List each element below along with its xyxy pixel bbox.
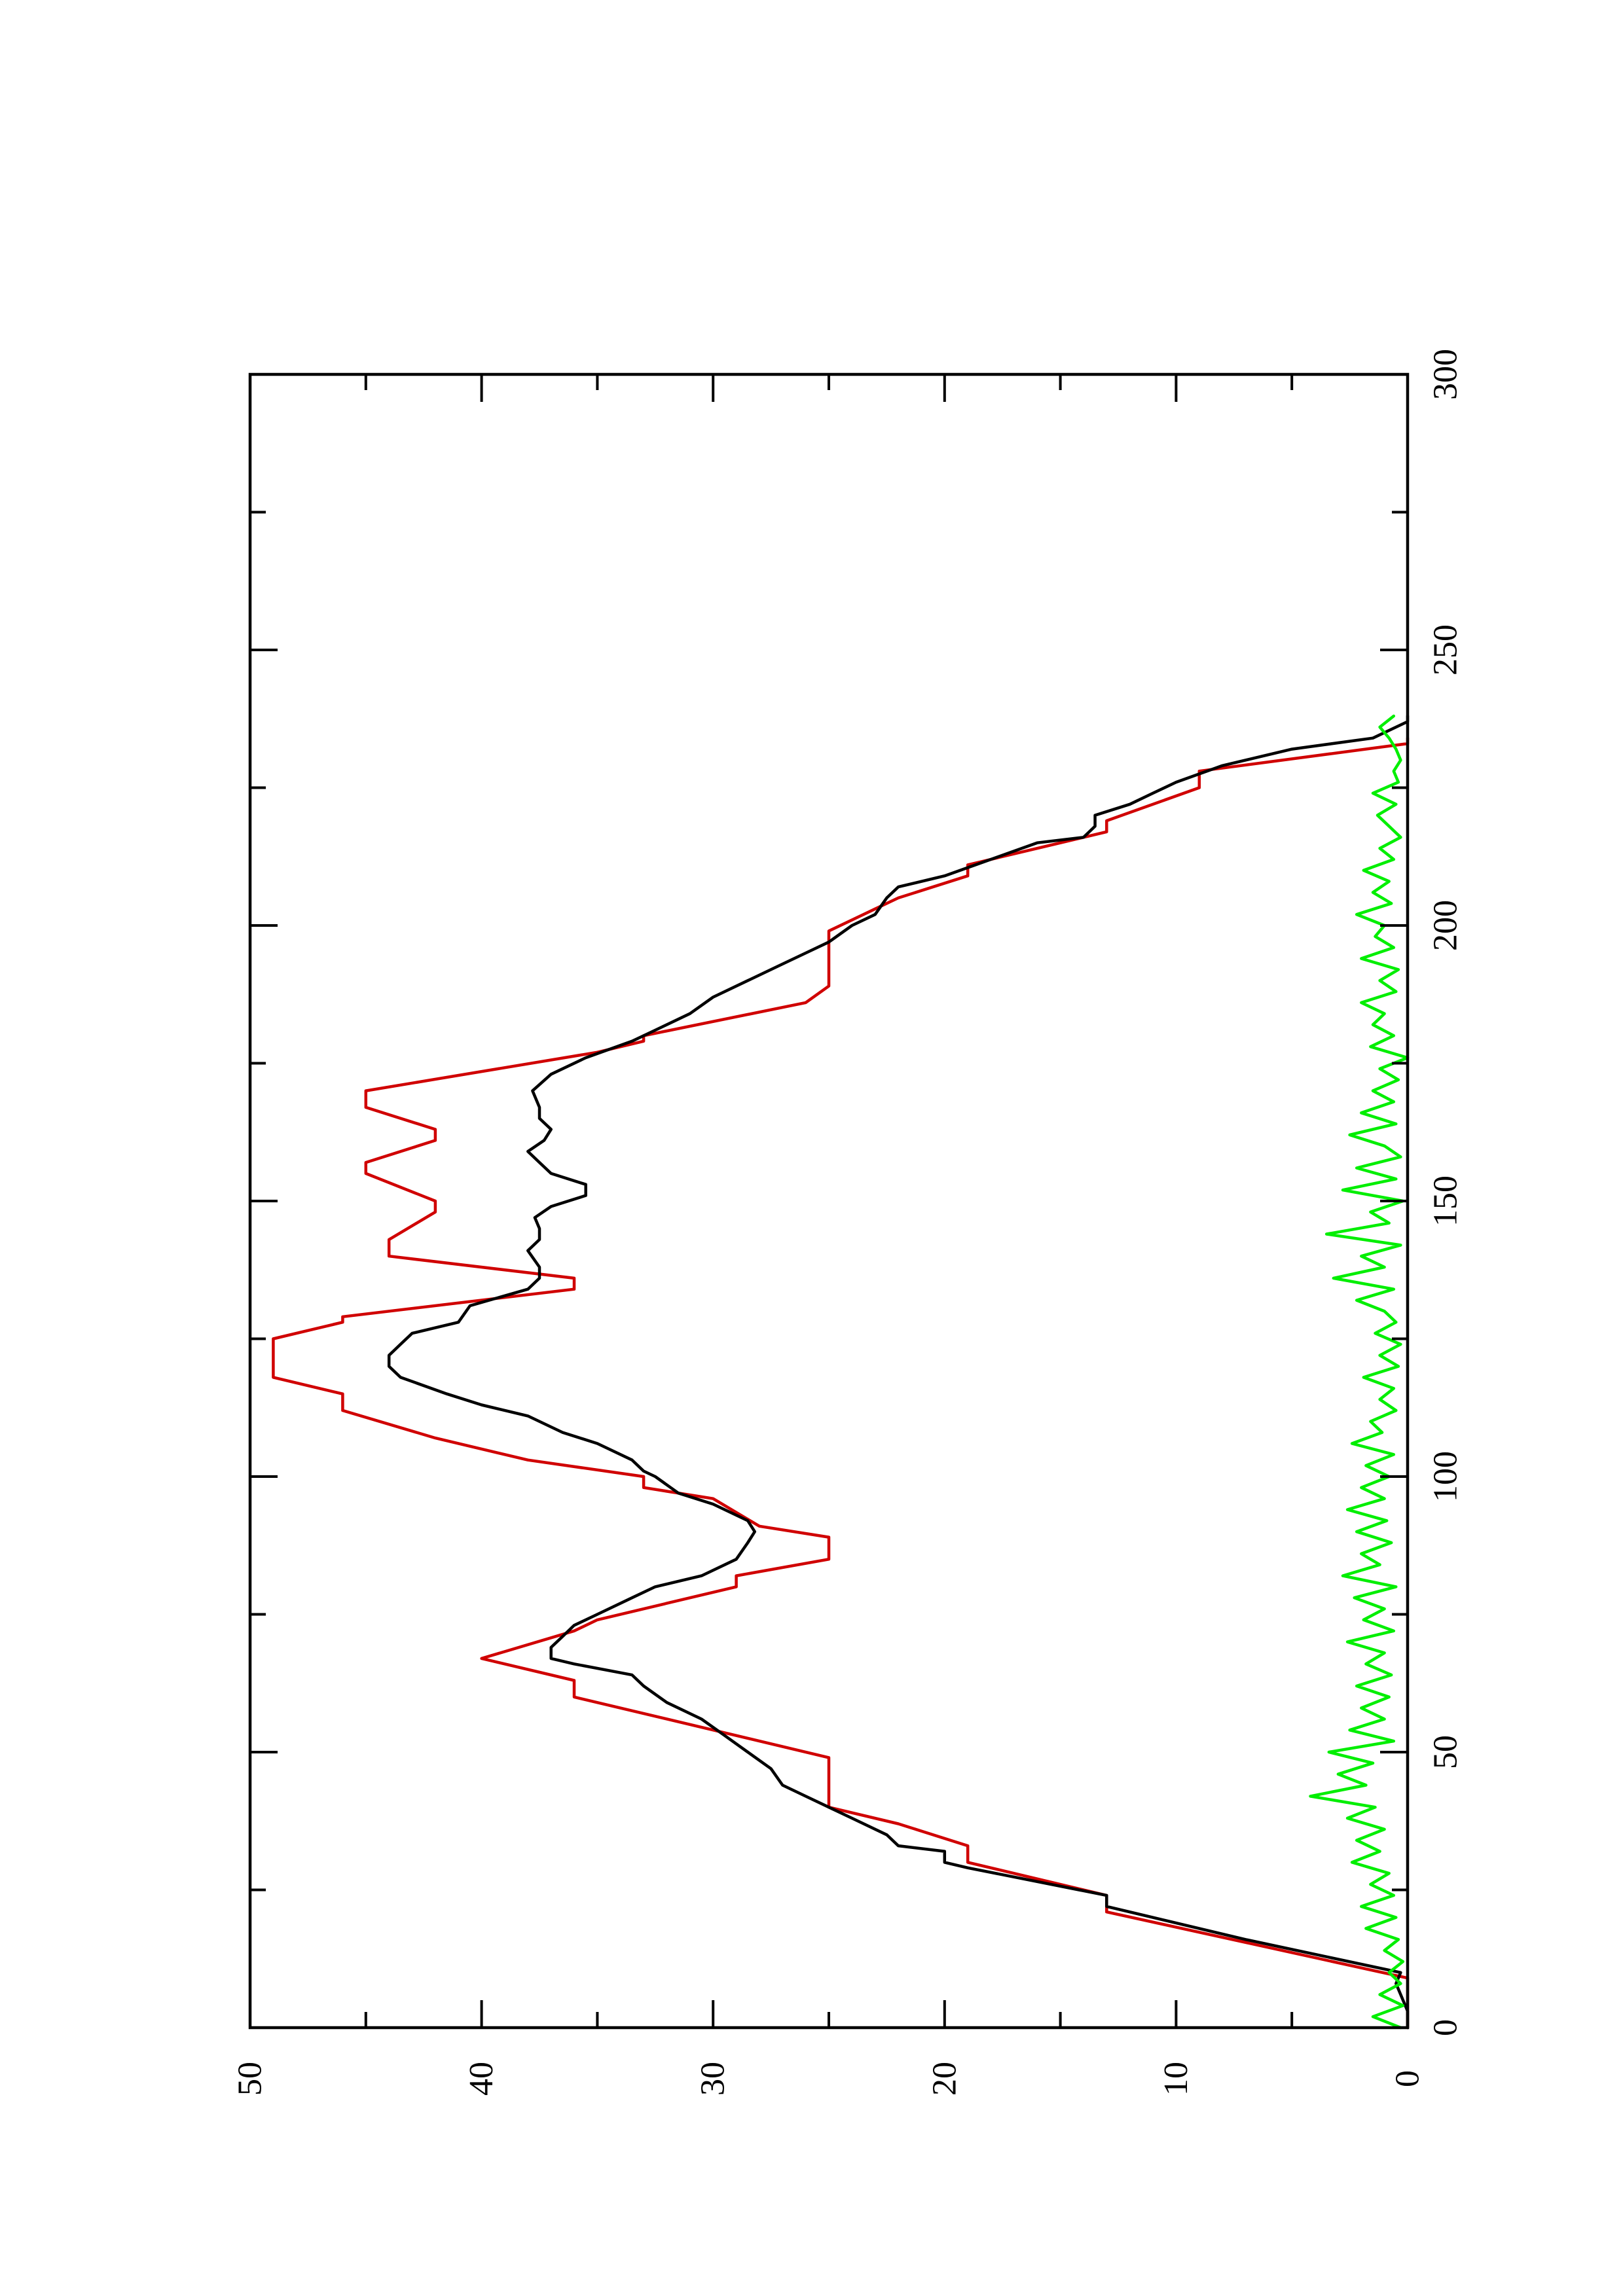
x-tick-label: 100 (1427, 1451, 1465, 1502)
x-tick-label: 0 (1427, 2019, 1465, 2036)
plot-area: 0 50 100 150 200 250 300 0 10 20 30 40 50 (232, 349, 1465, 2096)
series-line-2 (1309, 714, 1410, 2030)
y-tick-label: 10 (1158, 2062, 1195, 2096)
y-tick-label: 30 (695, 2062, 732, 2096)
y-tick-label: 50 (232, 2062, 269, 2096)
x-tick-label: 300 (1427, 349, 1465, 400)
x-tick-label: 150 (1427, 1175, 1465, 1227)
x-tick-label: 50 (1427, 1735, 1465, 1769)
series-line-1 (387, 714, 1410, 2030)
y-tick-label: 20 (926, 2062, 963, 2096)
x-tick-label: 200 (1427, 900, 1465, 951)
series-line-0 (272, 736, 1410, 2030)
y-tick-label: 40 (463, 2062, 500, 2096)
y-tick-label: 0 (1389, 2070, 1427, 2087)
x-tick-label: 250 (1427, 624, 1465, 675)
